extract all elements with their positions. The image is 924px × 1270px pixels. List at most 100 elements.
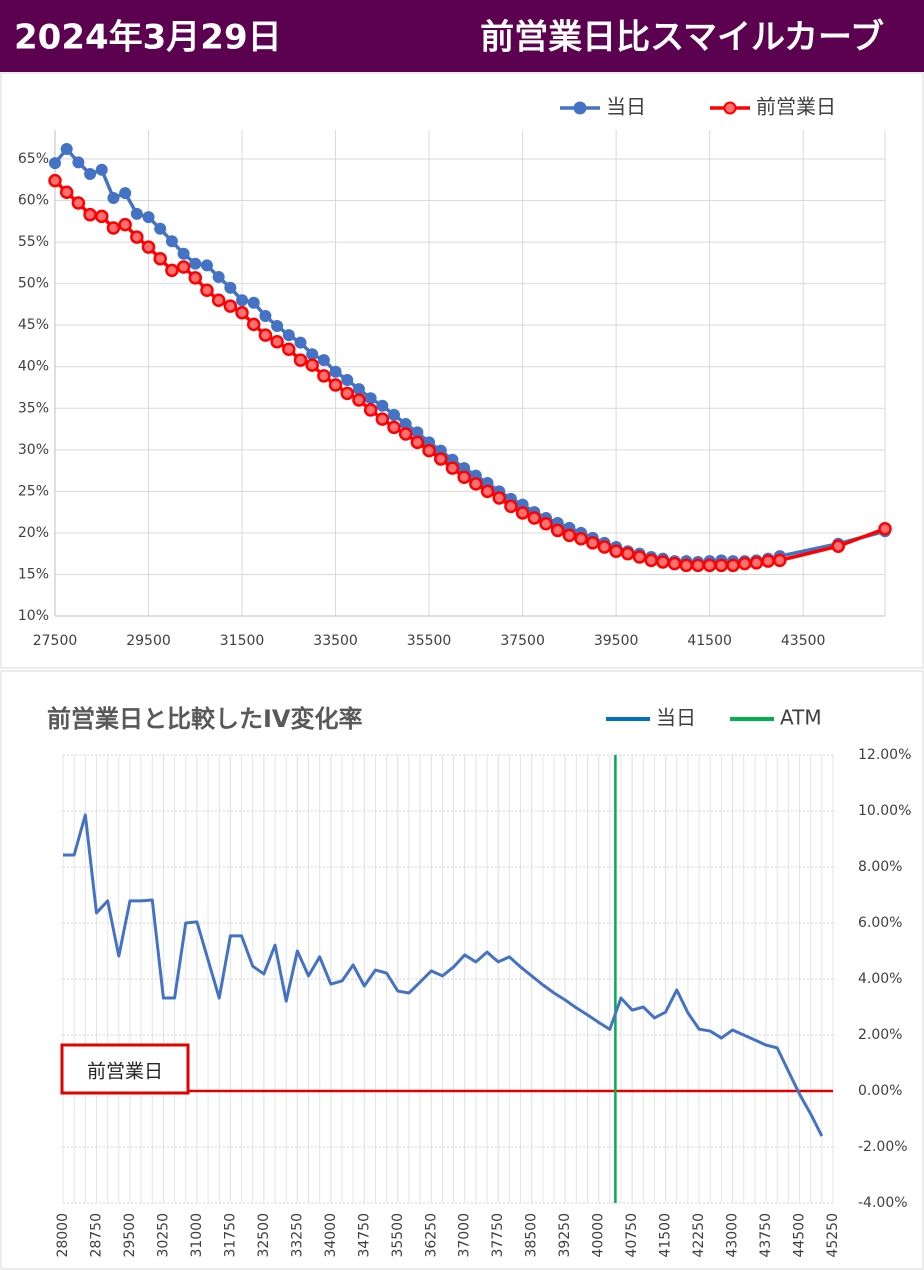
point: [176, 260, 191, 274]
point: [737, 556, 752, 571]
point: [317, 369, 331, 383]
point: [177, 247, 190, 260]
point: [726, 558, 740, 573]
point: [282, 329, 295, 342]
x-tick-label: 40750: [624, 1213, 640, 1258]
point: [469, 477, 483, 491]
point: [142, 211, 155, 224]
point: [293, 353, 308, 367]
x-tick-label: 28750: [88, 1213, 104, 1258]
point: [562, 528, 577, 543]
y-tick-label: 20%: [18, 525, 49, 541]
x-tick-label: 40000: [591, 1213, 607, 1258]
point: [388, 408, 401, 421]
point: [340, 386, 355, 401]
x-tick-label: 43750: [758, 1213, 774, 1258]
chart-title: 前営業日と比較したIV変化率: [47, 705, 363, 733]
x-tick-label: 37750: [490, 1213, 506, 1258]
x-tick-label: 38500: [524, 1213, 540, 1258]
point: [376, 399, 389, 412]
point: [200, 259, 213, 272]
x-tick-label: 32500: [256, 1213, 272, 1258]
point: [72, 156, 85, 169]
point: [621, 546, 635, 561]
point: [223, 299, 238, 313]
point: [130, 230, 144, 244]
point: [550, 523, 565, 538]
point: [773, 553, 787, 568]
y-tick-label: 35%: [18, 400, 49, 416]
legend-label: ATM: [780, 706, 822, 730]
point: [434, 452, 448, 466]
point: [154, 222, 167, 235]
point: [539, 517, 553, 531]
point: [597, 540, 612, 554]
reference-label: 前営業日: [87, 1061, 163, 1083]
point: [504, 499, 518, 514]
legend-label: 前営業日: [756, 95, 836, 119]
panel-2: [0, 670, 924, 1270]
point: [224, 281, 237, 294]
x-tick-label: 41500: [658, 1213, 674, 1258]
x-tick-label: 31750: [222, 1213, 238, 1258]
point: [84, 167, 97, 180]
point: [714, 558, 729, 573]
point: [364, 392, 377, 405]
y-tick-label: 10.00%: [858, 803, 911, 819]
y-tick-label: -4.00%: [858, 1195, 908, 1211]
point: [294, 336, 307, 349]
legend-label: 当日: [656, 706, 696, 730]
point: [317, 354, 330, 367]
point: [410, 435, 425, 450]
point: [457, 470, 471, 484]
point: [153, 251, 167, 266]
panel-1: [0, 72, 924, 669]
y-tick-label: 10%: [18, 608, 49, 624]
point: [691, 558, 705, 573]
x-tick-label: 33250: [289, 1213, 305, 1258]
point: [60, 143, 73, 156]
x-tick-label: 29500: [122, 1213, 138, 1258]
y-tick-label: 4.00%: [858, 971, 902, 987]
point: [271, 320, 284, 333]
series-line: [53, 179, 886, 568]
point: [363, 403, 378, 417]
x-tick-label: 31500: [220, 633, 265, 649]
point: [200, 283, 214, 298]
point: [211, 293, 226, 308]
point: [235, 305, 249, 320]
point: [656, 555, 670, 569]
point: [107, 192, 120, 205]
point: [119, 187, 132, 200]
y-tick-label: 45%: [18, 317, 49, 333]
header-bar: [0, 0, 924, 72]
point: [165, 235, 178, 248]
x-tick-label: 45250: [825, 1213, 841, 1258]
point: [445, 461, 460, 475]
x-tick-label: 41500: [687, 633, 732, 649]
x-tick-label: 33500: [313, 633, 358, 649]
point: [236, 294, 249, 307]
x-tick-label: 36250: [423, 1213, 439, 1258]
point: [246, 317, 261, 332]
legend-marker: [723, 101, 737, 115]
point: [679, 558, 694, 573]
point: [59, 185, 74, 199]
point: [702, 558, 717, 573]
point: [259, 310, 272, 323]
point: [282, 342, 296, 357]
point: [387, 420, 401, 435]
x-tick-label: 37500: [500, 633, 545, 649]
y-tick-label: 6.00%: [858, 915, 902, 931]
point: [527, 511, 542, 525]
y-tick-label: 30%: [18, 442, 49, 458]
x-tick-label: 39500: [594, 633, 639, 649]
y-tick-label: 8.00%: [858, 859, 902, 875]
x-tick-label: 29500: [126, 633, 171, 649]
y-tick-label: 65%: [18, 151, 49, 167]
point: [341, 374, 354, 387]
point: [352, 393, 366, 407]
x-tick-label: 39250: [557, 1213, 573, 1258]
y-tick-label: 15%: [18, 566, 49, 582]
